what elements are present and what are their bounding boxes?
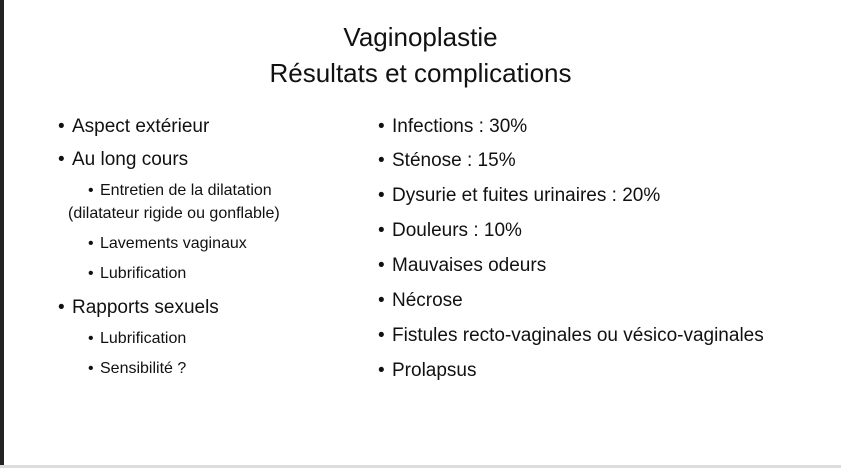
slide-subtitle: Résultats et complications (269, 58, 572, 88)
sub-list-item: • Lavements vaginaux (88, 235, 247, 252)
list-item: • Fistules recto-vaginales ou vésico-vagi… (378, 325, 764, 346)
list-item: • Prolapsus (378, 360, 477, 381)
list-item: • Au long cours (58, 149, 189, 170)
list-item: • Nécrose (378, 290, 463, 311)
sub-list-item: • Sensibilité ? (88, 360, 187, 377)
list-item: • Sténose : 15% (378, 150, 516, 171)
list-item: • Dysurie et fuites urinaires : 20% (378, 185, 661, 206)
sub-list-item: • Lubrification (88, 265, 187, 282)
list-item: • Rapports sexuels (58, 297, 219, 318)
list-item: • Mauvaises odeurs (378, 255, 547, 276)
list-item: • Aspect extérieur (58, 116, 210, 137)
sub-list-item: • Lubrification (88, 330, 187, 347)
sub-list-item: • Entretien de la dilatation (88, 182, 272, 199)
bottom-border (0, 465, 841, 468)
list-item: • Douleurs : 10% (378, 220, 522, 241)
window-edge (0, 0, 4, 468)
sub-list-item-continuation: (dilatateur rigide ou gonflable) (68, 205, 280, 222)
slide-title: Vaginoplastie (343, 22, 498, 52)
list-item: • Infections : 30% (378, 116, 528, 137)
